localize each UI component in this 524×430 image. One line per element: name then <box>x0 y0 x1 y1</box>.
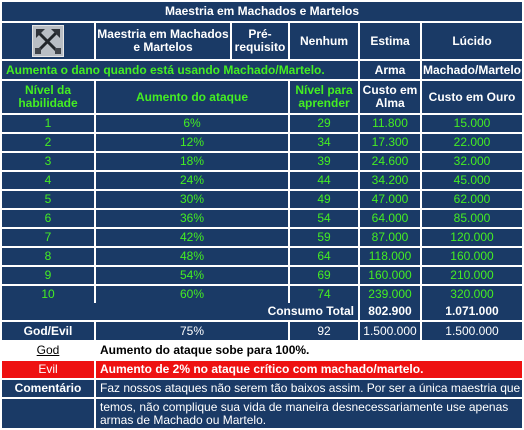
mana-cost-cell: 11.800 <box>360 115 420 132</box>
attack-cell: 54% <box>96 267 288 284</box>
learn-level-cell: 59 <box>290 229 358 246</box>
mana-cost-cell: 17.300 <box>360 134 420 151</box>
mana-cost-cell: 160.000 <box>360 267 420 284</box>
comment-line-2: temos, não complique sua vida de maneira… <box>100 399 509 414</box>
mana-cost-cell: 87.000 <box>360 229 420 246</box>
attack-cell: 24% <box>96 172 288 189</box>
column-header-attack: Aumento do ataque <box>96 81 288 113</box>
attack-cell: 12% <box>96 134 288 151</box>
gold-cost-cell: 62.000 <box>422 191 522 208</box>
crossed-axes-icon <box>32 25 64 57</box>
godevil-attack: 75% <box>96 322 288 340</box>
godevil-mana: 1.500.000 <box>360 322 420 340</box>
gold-cost-cell: 160.000 <box>422 248 522 265</box>
gold-cost-cell: 32.000 <box>422 153 522 170</box>
level-cell: 4 <box>2 172 94 189</box>
learn-level-cell: 64 <box>290 248 358 265</box>
god-label: God <box>2 342 94 359</box>
prerequisite-value: Nenhum <box>290 23 358 59</box>
estima-header: Estima <box>360 23 420 59</box>
gold-cost-cell: 22.000 <box>422 134 522 151</box>
comment-spacer <box>2 399 94 428</box>
learn-level-cell: 69 <box>290 267 358 284</box>
level-cell: 3 <box>2 153 94 170</box>
learn-level-cell: 54 <box>290 210 358 227</box>
column-header-learn: Nível para aprender <box>290 81 358 113</box>
column-header-mana: Custo em Alma <box>360 81 420 113</box>
gold-cost-cell: 120.000 <box>422 229 522 246</box>
comment-line-1: Faz nossos ataques não serem tão baixos … <box>96 380 522 397</box>
comment-line-3: armas de Machado ou Martelo. <box>100 412 267 427</box>
table-title: Maestria em Machados e Martelos <box>2 2 522 21</box>
gold-cost-cell: 45.000 <box>422 172 522 189</box>
attack-cell: 6% <box>96 115 288 132</box>
mana-cost-cell: 34.200 <box>360 172 420 189</box>
prerequisite-label: Pré-requisito <box>232 23 288 59</box>
gold-cost-cell: 320.000 <box>422 286 522 303</box>
learn-level-cell: 74 <box>290 286 358 303</box>
learn-level-cell: 39 <box>290 153 358 170</box>
mana-cost-cell: 47.000 <box>360 191 420 208</box>
attack-cell: 36% <box>96 210 288 227</box>
column-header-gold: Custo em Ouro <box>422 81 522 113</box>
level-cell: 8 <box>2 248 94 265</box>
lucido-header: Lúcido <box>422 23 522 59</box>
gold-cost-cell: 15.000 <box>422 115 522 132</box>
learn-level-cell: 44 <box>290 172 358 189</box>
total-label: Consumo Total <box>2 303 358 320</box>
evil-label: Evil <box>2 361 94 378</box>
evil-effect: Aumento de 2% no ataque crítico com mach… <box>96 361 522 378</box>
godevil-label: God/Evil <box>2 322 94 340</box>
attack-cell: 30% <box>96 191 288 208</box>
comment-continuation: temos, não complique sua vida de maneira… <box>96 399 522 428</box>
godevil-learn: 92 <box>290 322 358 340</box>
god-effect: Aumento do ataque sobe para 100%. <box>96 342 522 359</box>
attack-cell: 42% <box>96 229 288 246</box>
learn-level-cell: 49 <box>290 191 358 208</box>
attack-cell: 18% <box>96 153 288 170</box>
level-cell: 9 <box>2 267 94 284</box>
level-cell: 2 <box>2 134 94 151</box>
learn-level-cell: 34 <box>290 134 358 151</box>
comment-label: Comentário <box>2 380 94 397</box>
column-header-level: Nível da habilidade <box>2 81 94 113</box>
mana-cost-cell: 239.000 <box>360 286 420 303</box>
level-cell: 10 <box>2 286 94 303</box>
gold-cost-cell: 85.000 <box>422 210 522 227</box>
skill-description: Aumenta o dano quando está usando Machad… <box>2 61 358 79</box>
level-cell: 1 <box>2 115 94 132</box>
attack-cell: 60% <box>96 286 288 303</box>
attack-cell: 48% <box>96 248 288 265</box>
mana-cost-cell: 118.000 <box>360 248 420 265</box>
skill-name: Maestria em Machados e Martelos <box>96 23 230 59</box>
godevil-gold: 1.500.000 <box>422 322 522 340</box>
level-cell: 6 <box>2 210 94 227</box>
total-gold: 1.071.000 <box>422 303 522 320</box>
skill-icon-cell <box>2 23 94 59</box>
level-cell: 7 <box>2 229 94 246</box>
mana-cost-cell: 64.000 <box>360 210 420 227</box>
level-cell: 5 <box>2 191 94 208</box>
weapon-lucido: Machado/Martelo <box>422 61 522 79</box>
total-mana: 802.900 <box>360 303 420 320</box>
weapon-estima: Arma <box>360 61 420 79</box>
learn-level-cell: 29 <box>290 115 358 132</box>
mana-cost-cell: 24.600 <box>360 153 420 170</box>
gold-cost-cell: 210.000 <box>422 267 522 284</box>
